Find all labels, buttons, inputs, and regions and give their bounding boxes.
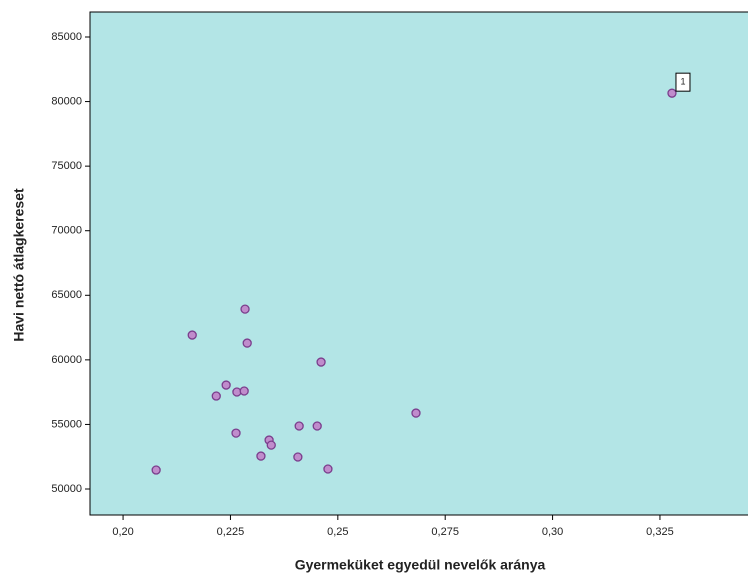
y-tick-label: 60000 — [51, 354, 82, 366]
y-tick-label: 85000 — [51, 31, 82, 43]
point — [187, 330, 197, 340]
x-axis-title: Gyermeküket egyedül nevelők aránya — [295, 557, 546, 573]
point — [293, 452, 303, 462]
y-tick-label: 50000 — [51, 483, 82, 495]
x-tick-label: 0,30 — [542, 526, 563, 538]
point — [151, 465, 161, 475]
point — [323, 464, 333, 474]
x-tick-label: 0,25 — [327, 526, 348, 538]
plot-area — [89, 11, 748, 516]
point — [221, 380, 231, 390]
point — [316, 357, 326, 367]
point-label: 1 — [680, 77, 685, 87]
x-tick-label: 0,20 — [112, 526, 133, 538]
point — [231, 428, 241, 438]
point — [256, 451, 266, 461]
point — [242, 338, 252, 348]
point — [294, 421, 304, 431]
point — [240, 304, 250, 314]
point — [266, 440, 276, 450]
y-tick-label: 75000 — [51, 160, 82, 172]
y-tick-label: 65000 — [51, 289, 82, 301]
point — [239, 386, 249, 396]
y-tick-label: 55000 — [51, 418, 82, 430]
point — [312, 421, 322, 431]
y-tick-label: 80000 — [51, 95, 82, 107]
y-tick-label: 70000 — [51, 225, 82, 237]
point — [411, 408, 421, 418]
y-axis-title: Havi nettó átlagkereset — [11, 188, 27, 342]
x-tick-label: 0,225 — [217, 526, 245, 538]
point — [211, 391, 221, 401]
x-tick-label: 0,325 — [646, 526, 674, 538]
point — [667, 88, 677, 98]
point-label-box — [675, 72, 691, 92]
x-tick-label: 0,275 — [431, 526, 459, 538]
